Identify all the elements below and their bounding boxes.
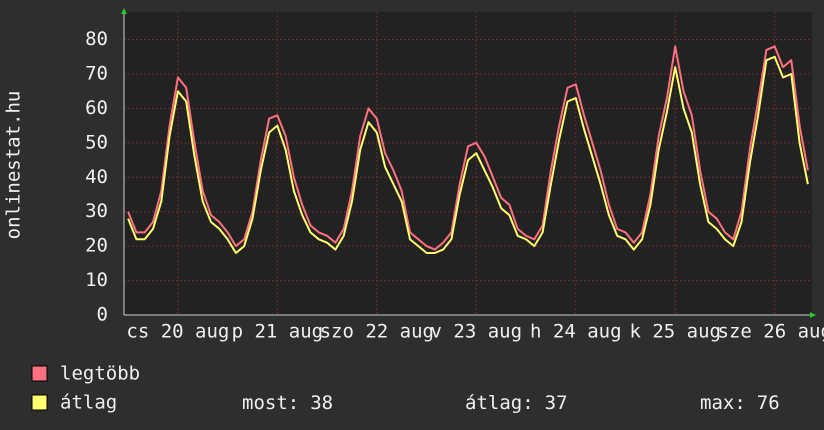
y-tick-label: 60 xyxy=(85,97,108,119)
stat-value: 37 xyxy=(545,392,568,414)
stat-label: átlag: xyxy=(465,392,534,414)
stat-value: 38 xyxy=(310,392,333,414)
legend: legtöbb átlag most: 38 átlag: 37 max: 76 xyxy=(31,363,780,414)
lines xyxy=(127,45,809,254)
y-tick-label: 30 xyxy=(85,200,108,222)
stat-label: most: xyxy=(242,392,299,414)
legend-swatch xyxy=(31,394,48,411)
x-tick-label: sze 26 aug xyxy=(718,321,824,343)
y-tick-label: 0 xyxy=(97,304,108,326)
y-axis-label: onlinestat.hu xyxy=(3,91,25,240)
y-tick-label: 50 xyxy=(85,131,108,153)
y-tick-label: 20 xyxy=(85,235,108,257)
series-line xyxy=(127,55,809,254)
x-tick-label: k 25 aug xyxy=(629,321,721,343)
stat-value: 76 xyxy=(757,392,780,414)
y-tick-label: 80 xyxy=(85,28,108,50)
stat-label: max: xyxy=(700,392,746,414)
legend-label: legtöbb xyxy=(60,363,140,385)
x-tick-label: p 21 aug xyxy=(232,321,324,343)
y-tick-label: 70 xyxy=(85,62,108,84)
legend-label: átlag xyxy=(60,392,117,414)
stat: max: 76 xyxy=(700,392,780,414)
y-tick-label: 10 xyxy=(85,269,108,291)
legend-swatch xyxy=(31,365,48,382)
y-tick-label: 40 xyxy=(85,166,108,188)
y-axis-arrow xyxy=(121,8,127,14)
series-line xyxy=(127,45,809,251)
stat: átlag: 37 xyxy=(465,392,568,414)
x-tick-label: h 24 aug xyxy=(530,321,622,343)
x-axis-arrow xyxy=(810,312,816,318)
x-tick-label: szo 22 aug xyxy=(320,321,434,343)
x-tick-label: cs 20 aug xyxy=(126,321,229,343)
x-tick-label: v 23 aug xyxy=(431,321,523,343)
stat: most: 38 xyxy=(242,392,333,414)
